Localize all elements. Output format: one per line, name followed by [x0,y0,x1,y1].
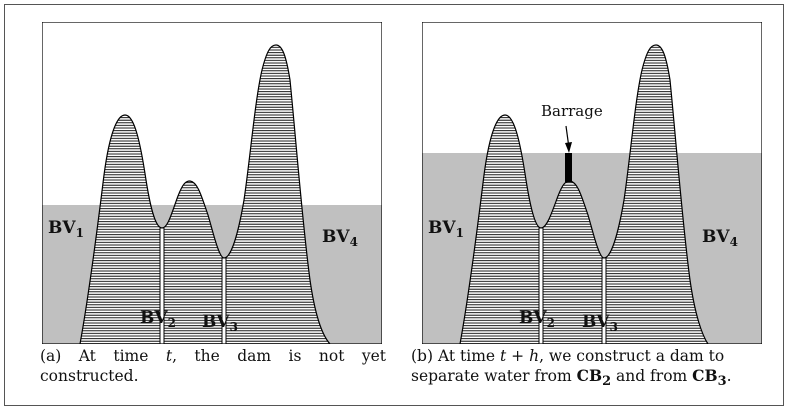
dam-barrage [565,153,572,182]
panel-b-label-bv4: BV4 [702,227,738,249]
panel-b-label-bv2: BV2 [519,308,555,330]
barrage-label: Barrage [541,102,603,120]
panel-a [42,22,382,344]
panel-b-label-bv1: BV1 [428,218,464,240]
caption-a: (a) At time t, the dam is not yet constr… [40,347,387,385]
panel-a-label-bv2: BV2 [140,308,176,330]
panel-b-terrain [459,44,709,344]
figure-frame [4,4,784,406]
panel-a-label-bv4: BV4 [322,227,358,249]
panel-a-label-bv3: BV3 [202,312,238,334]
caption-b: (b) At time t + h, we construct a dam to… [411,347,732,390]
panel-b [422,22,762,344]
panel-b-label-bv3: BV3 [582,312,618,334]
panel-a-terrain [79,44,331,344]
panel-a-label-bv1: BV1 [48,218,84,240]
